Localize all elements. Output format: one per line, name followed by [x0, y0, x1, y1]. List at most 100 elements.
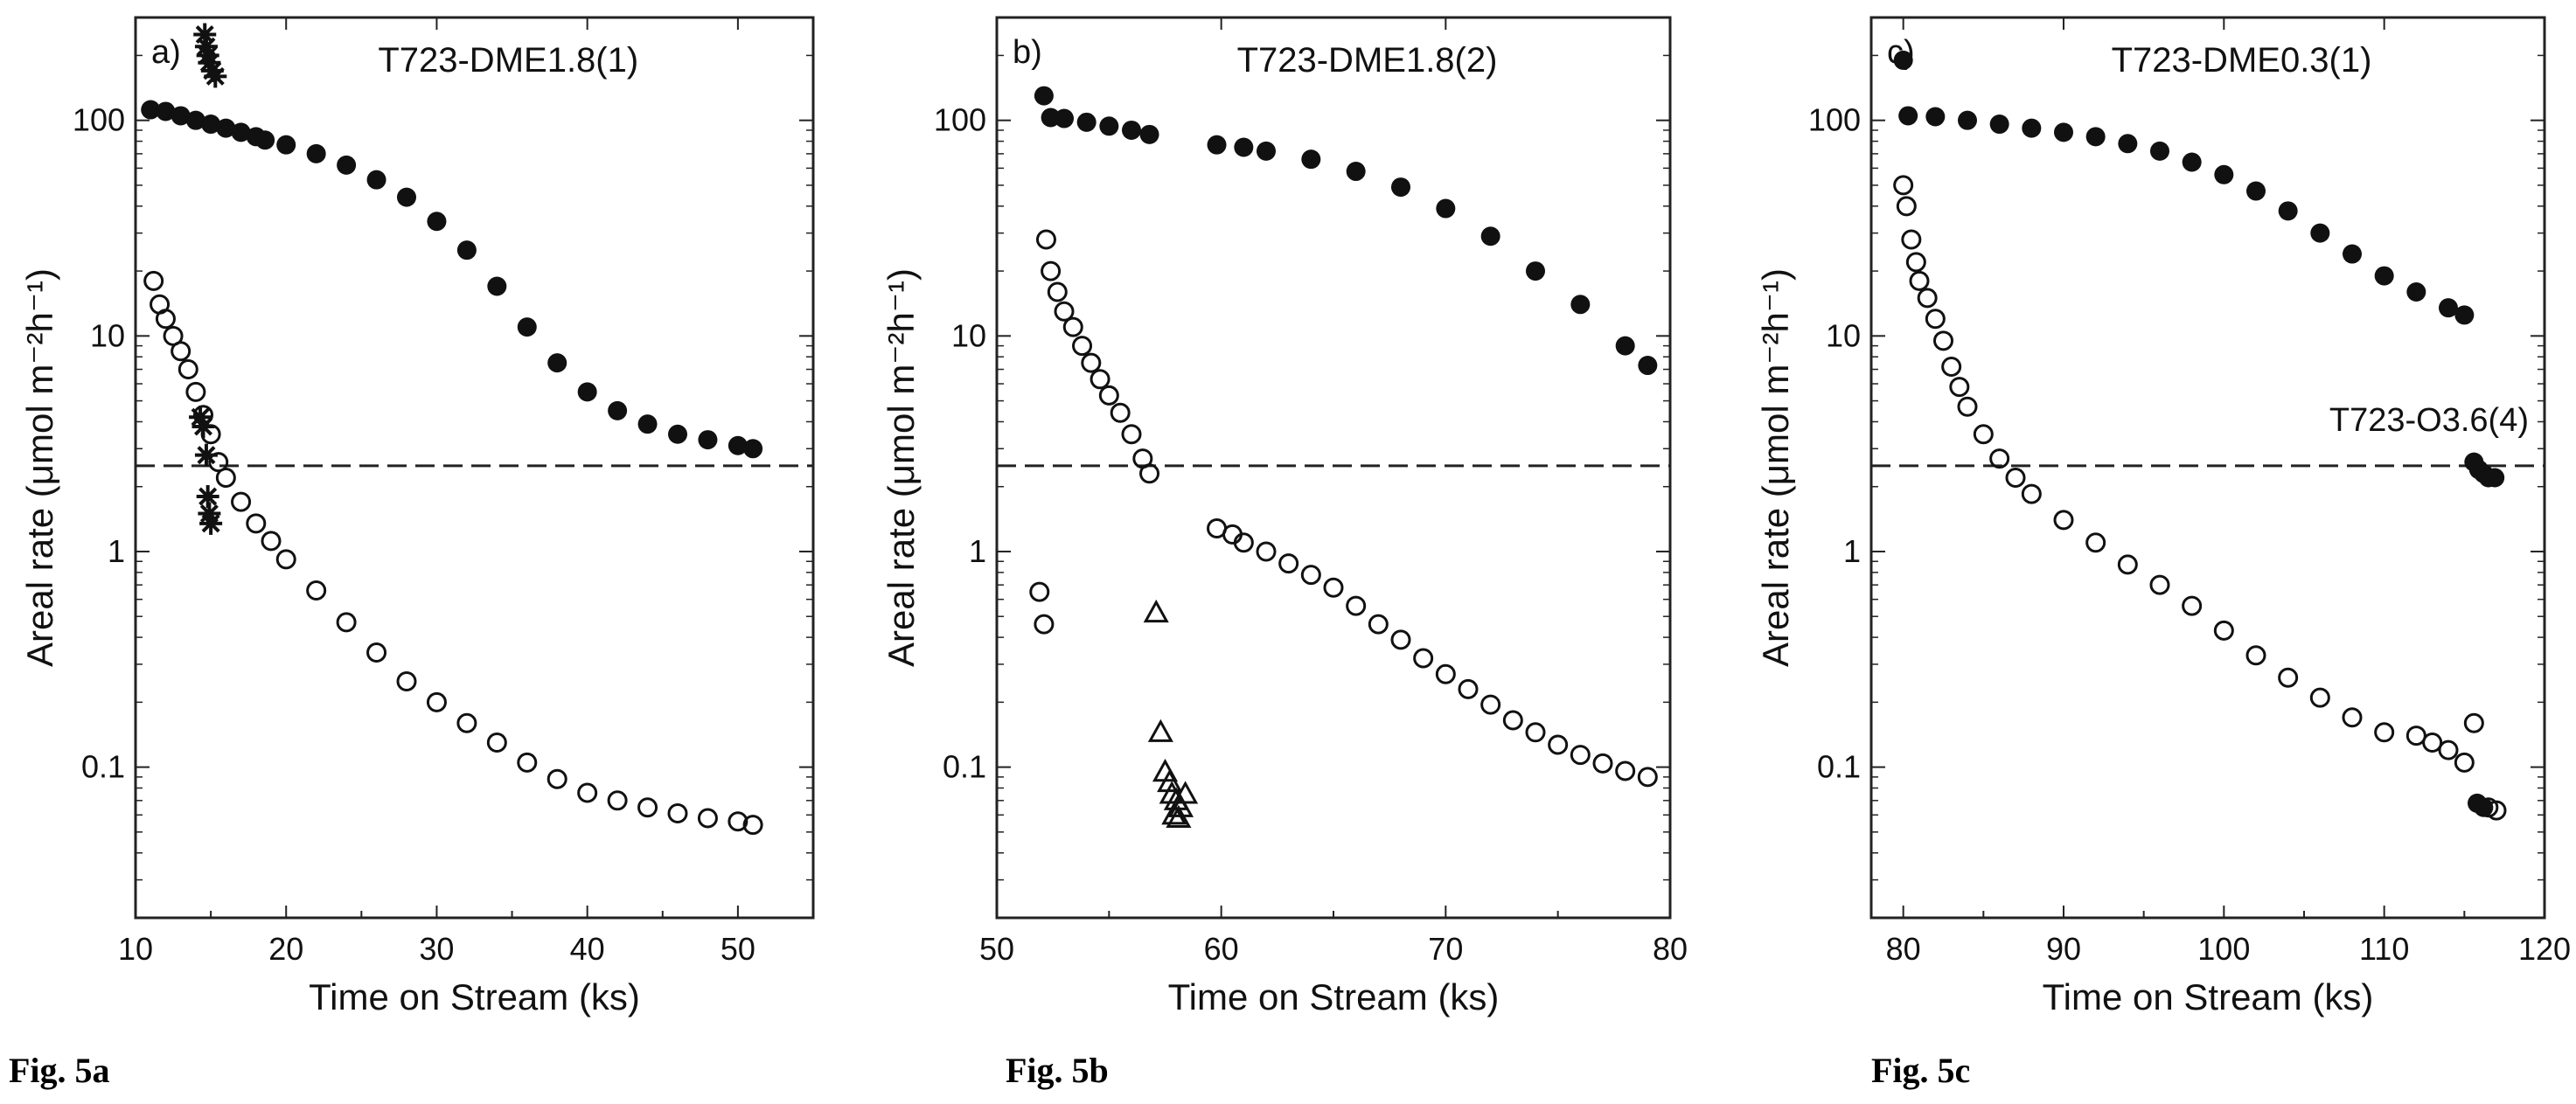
- data-point-open-circle: [1390, 629, 1411, 650]
- data-point-open-circle: [1548, 734, 1569, 755]
- y-tick-label: 100: [73, 102, 125, 138]
- data-point-filled-circle: [276, 135, 296, 155]
- x-tick-label: 90: [2046, 931, 2081, 967]
- data-point-open-circle: [577, 782, 598, 803]
- data-point-filled-circle: [1898, 106, 1918, 126]
- y-tick-label: 1: [969, 533, 986, 569]
- y-axis-label: Areal rate (μmol m⁻²h⁻¹): [1755, 268, 1796, 667]
- series-open-circle: [1893, 175, 2507, 821]
- data-point-open-circle: [1323, 577, 1344, 598]
- data-point-open-triangle: [1166, 804, 1192, 829]
- data-point-filled-circle: [1638, 356, 1658, 376]
- data-point-open-circle: [2422, 733, 2443, 753]
- data-point-filled-circle: [1346, 162, 1366, 182]
- data-point-open-circle: [178, 359, 198, 380]
- data-point-open-circle: [306, 580, 327, 601]
- data-point-filled-circle: [2022, 118, 2042, 138]
- data-point-filled-circle: [1234, 137, 1254, 157]
- data-point-filled-circle: [1989, 115, 2009, 135]
- data-point-open-circle: [1480, 694, 1501, 715]
- data-point-filled-circle: [517, 317, 537, 337]
- data-point-open-circle: [486, 733, 507, 753]
- data-point-open-circle: [336, 612, 357, 633]
- data-point-star: [204, 65, 227, 88]
- panel-label: b): [1013, 34, 1042, 71]
- data-point-open-circle: [2438, 739, 2459, 760]
- data-point-filled-circle: [1301, 149, 1321, 170]
- data-point-open-circle: [1615, 760, 1636, 781]
- data-point-filled-circle: [1139, 124, 1159, 144]
- data-point-filled-circle: [728, 435, 748, 455]
- data-point-filled-circle: [1076, 112, 1097, 132]
- figure-caption: Fig. 5b: [1006, 1051, 1109, 1090]
- data-point-filled-circle: [1099, 116, 1119, 136]
- data-point-open-circle: [1278, 553, 1299, 574]
- data-point-open-circle: [1525, 722, 1546, 743]
- y-tick-label: 1: [1843, 533, 1861, 569]
- plot-frame: [1869, 16, 2546, 920]
- data-point-filled-circle: [201, 115, 221, 135]
- data-point-open-circle: [1896, 196, 1917, 217]
- data-point-open-circle: [1901, 229, 1922, 250]
- y-tick-label: 100: [934, 102, 986, 138]
- data-point-open-circle: [1300, 565, 1321, 586]
- data-point-filled-circle: [2310, 223, 2330, 243]
- data-point-open-circle: [667, 803, 688, 824]
- data-point-open-circle: [215, 468, 236, 489]
- data-point-filled-circle: [487, 276, 507, 296]
- data-point-open-circle: [697, 808, 718, 829]
- y-tick-label: 10: [1826, 317, 1861, 353]
- data-point-open-circle: [1989, 448, 2010, 469]
- data-point-open-circle: [2117, 554, 2138, 575]
- data-point-filled-circle: [366, 170, 386, 190]
- x-tick-label: 70: [1428, 931, 1463, 967]
- data-point-open-circle: [728, 811, 748, 832]
- data-point-filled-circle: [216, 118, 236, 138]
- data-point-star: [191, 414, 215, 438]
- data-point-filled-circle: [1480, 226, 1500, 246]
- data-point-filled-circle: [456, 240, 477, 260]
- series-filled-circle: [1893, 50, 2505, 817]
- data-point-open-circle: [1933, 330, 1953, 351]
- x-tick-label: 50: [721, 931, 755, 967]
- data-point-open-circle: [261, 531, 282, 552]
- data-point-open-circle: [1949, 377, 1970, 398]
- data-point-open-circle: [1637, 767, 1658, 788]
- data-point-open-circle: [637, 797, 658, 818]
- data-point-open-circle: [2182, 595, 2203, 616]
- series-filled-circle: [1034, 86, 1658, 376]
- data-point-filled-circle: [2214, 164, 2234, 184]
- data-point-star: [196, 485, 219, 509]
- series-annotation: T723-DME1.8(2): [1237, 41, 1498, 80]
- data-point-open-circle: [1090, 369, 1110, 390]
- data-point-filled-circle: [547, 353, 567, 373]
- y-tick-label: 10: [951, 317, 986, 353]
- data-point-filled-circle: [1958, 110, 1977, 130]
- data-point-open-circle: [171, 341, 191, 362]
- data-point-filled-circle: [698, 430, 718, 450]
- data-point-open-circle: [1917, 288, 1938, 309]
- data-point-filled-circle: [2406, 281, 2426, 302]
- data-point-open-circle: [2342, 707, 2363, 728]
- data-point-filled-circle: [1034, 86, 1054, 106]
- x-tick-label: 30: [419, 931, 454, 967]
- data-point-open-circle: [1062, 316, 1083, 337]
- data-point-open-circle: [1256, 541, 1277, 562]
- x-tick-label: 80: [1653, 931, 1688, 967]
- series-open-circle: [1029, 229, 1658, 788]
- y-tick-label: 10: [90, 317, 125, 353]
- data-point-open-circle: [1957, 396, 1978, 417]
- y-tick-label: 0.1: [1817, 749, 1861, 785]
- data-point-star: [193, 23, 217, 46]
- data-point-open-circle: [1368, 614, 1389, 635]
- data-point-filled-circle: [668, 424, 687, 444]
- data-point-open-circle: [1054, 301, 1075, 322]
- y-tick-label: 0.1: [81, 749, 125, 785]
- data-point-filled-circle: [2343, 244, 2362, 264]
- data-point-open-circle: [366, 642, 387, 663]
- series-open-circle: [143, 270, 763, 836]
- y-axis-label: Areal rate (μmol m⁻²h⁻¹): [19, 268, 60, 667]
- data-point-open-circle: [1081, 352, 1102, 373]
- data-point-open-circle: [2245, 645, 2266, 666]
- x-tick-label: 100: [2197, 931, 2250, 967]
